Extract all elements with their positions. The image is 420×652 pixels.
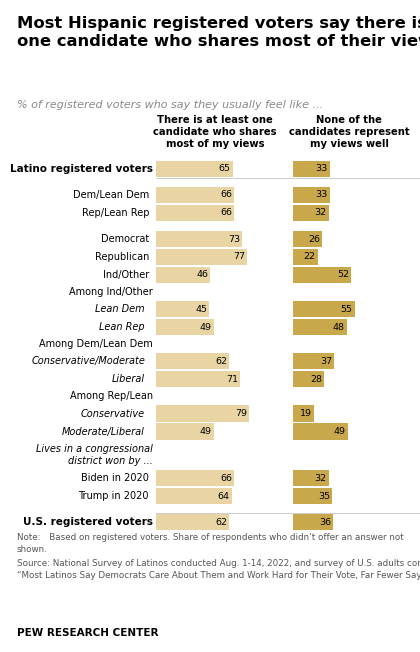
Bar (293, 514, 333, 531)
Bar (156, 301, 209, 318)
Text: 77: 77 (233, 252, 245, 261)
Bar (293, 488, 332, 505)
Text: Moderate/Liberal: Moderate/Liberal (62, 426, 145, 437)
Text: Among Dem/Lean Dem: Among Dem/Lean Dem (39, 339, 153, 349)
Text: 62: 62 (215, 518, 227, 527)
Bar (156, 488, 231, 505)
Bar (156, 205, 234, 221)
Bar (293, 353, 334, 370)
Text: 22: 22 (304, 252, 316, 261)
Bar (293, 301, 354, 318)
Text: 49: 49 (200, 427, 212, 436)
Text: Most Hispanic registered voters say there is at least
one candidate who shares m: Most Hispanic registered voters say ther… (17, 16, 420, 50)
Text: Trump in 2020: Trump in 2020 (79, 492, 149, 501)
Bar (156, 371, 240, 387)
Text: Among Rep/Lean: Among Rep/Lean (70, 391, 153, 402)
Text: 66: 66 (220, 190, 232, 200)
Text: Liberal: Liberal (112, 374, 145, 384)
Text: Ind/Other: Ind/Other (103, 270, 149, 280)
Text: 55: 55 (341, 304, 353, 314)
Bar (156, 470, 234, 486)
Bar (156, 514, 229, 531)
Bar (156, 161, 233, 177)
Text: 45: 45 (195, 304, 207, 314)
Text: 19: 19 (300, 409, 312, 418)
Text: 37: 37 (320, 357, 333, 366)
Text: % of registered voters who say they usually feel like ...: % of registered voters who say they usua… (17, 100, 323, 110)
Text: 65: 65 (219, 164, 231, 173)
Bar (293, 319, 347, 335)
Text: 33: 33 (316, 164, 328, 173)
Bar (293, 205, 329, 221)
Text: 33: 33 (316, 190, 328, 200)
Text: Among Ind/Other: Among Ind/Other (69, 287, 153, 297)
Text: 32: 32 (315, 474, 327, 482)
Text: 35: 35 (318, 492, 330, 501)
Text: Note: Based on registered voters. Share of respondents who didn’t offer an answe: Note: Based on registered voters. Share … (17, 533, 404, 554)
Text: Rep/Lean Rep: Rep/Lean Rep (81, 208, 149, 218)
Text: Biden in 2020: Biden in 2020 (81, 473, 149, 483)
Bar (156, 231, 242, 247)
Text: Source: National Survey of Latinos conducted Aug. 1-14, 2022, and survey of U.S.: Source: National Survey of Latinos condu… (17, 559, 420, 580)
Text: 49: 49 (200, 323, 212, 332)
Bar (156, 423, 214, 439)
Text: Conservative/Moderate: Conservative/Moderate (31, 357, 145, 366)
Bar (156, 319, 214, 335)
Text: 26: 26 (308, 235, 320, 243)
Text: 64: 64 (218, 492, 229, 501)
Text: 73: 73 (228, 235, 240, 243)
Text: 32: 32 (315, 209, 327, 217)
Text: Democrat: Democrat (101, 234, 149, 244)
Bar (293, 161, 330, 177)
Bar (293, 187, 330, 203)
Text: None of the
candidates represent
my views well: None of the candidates represent my view… (289, 115, 410, 149)
Text: Lean Rep: Lean Rep (100, 322, 145, 332)
Text: Latino registered voters: Latino registered voters (10, 164, 153, 174)
Text: 66: 66 (220, 209, 232, 217)
Text: There is at least one
candidate who shares
most of my views: There is at least one candidate who shar… (153, 115, 277, 149)
Text: 28: 28 (310, 375, 323, 384)
Bar (293, 249, 318, 265)
Text: U.S. registered voters: U.S. registered voters (23, 518, 153, 527)
Text: 66: 66 (220, 474, 232, 482)
Text: PEW RESEARCH CENTER: PEW RESEARCH CENTER (17, 628, 158, 638)
Text: 36: 36 (319, 518, 331, 527)
Bar (156, 249, 247, 265)
Text: Conservative: Conservative (81, 409, 145, 419)
Bar (293, 406, 314, 422)
Text: 52: 52 (337, 271, 349, 280)
Bar (293, 470, 329, 486)
Text: 79: 79 (235, 409, 247, 418)
Text: 46: 46 (196, 271, 208, 280)
Text: Lives in a congressional
district won by ...: Lives in a congressional district won by… (36, 444, 153, 466)
Text: 48: 48 (333, 323, 345, 332)
Text: Dem/Lean Dem: Dem/Lean Dem (73, 190, 149, 200)
Bar (156, 267, 210, 283)
Bar (293, 231, 322, 247)
Text: 62: 62 (215, 357, 227, 366)
Bar (293, 371, 324, 387)
Bar (293, 267, 351, 283)
Bar (156, 187, 234, 203)
Bar (293, 423, 348, 439)
Text: 71: 71 (226, 375, 238, 384)
Bar (156, 406, 249, 422)
Text: Lean Dem: Lean Dem (95, 304, 145, 314)
Text: Republican: Republican (94, 252, 149, 262)
Bar (156, 353, 229, 370)
Text: 49: 49 (334, 427, 346, 436)
